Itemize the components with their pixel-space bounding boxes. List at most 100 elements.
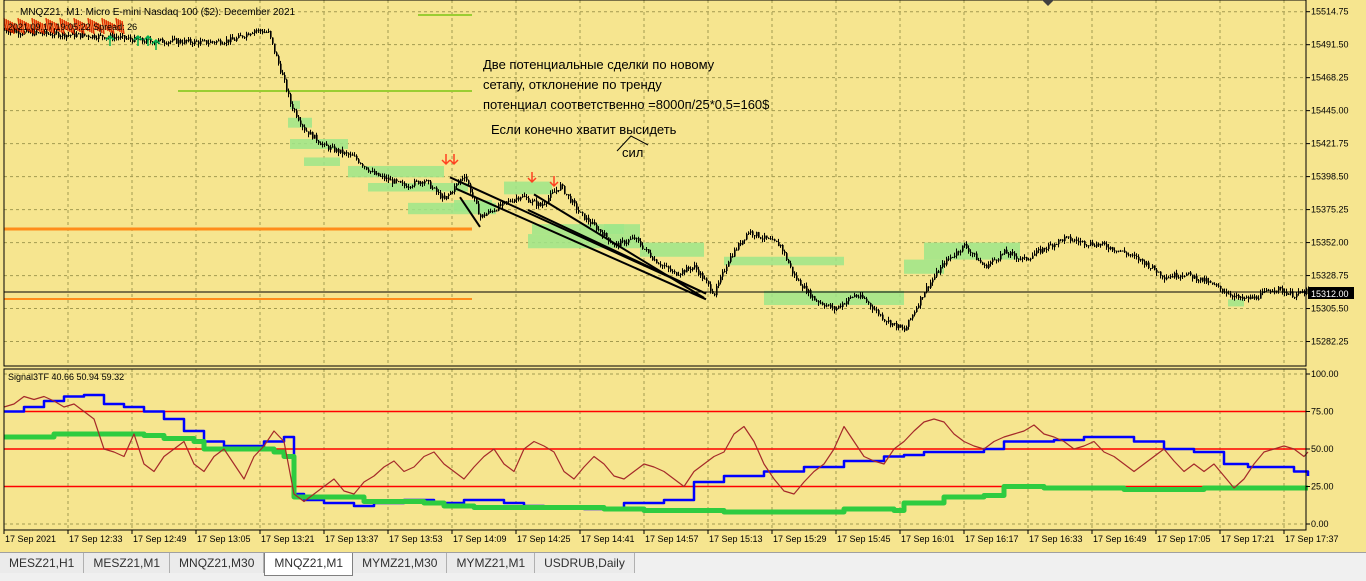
candle-body xyxy=(296,110,298,117)
candle-body xyxy=(1292,291,1294,298)
candle-body xyxy=(672,271,674,273)
candle-body xyxy=(466,176,468,181)
tab-usdrub-daily[interactable]: USDRUB,Daily xyxy=(535,553,635,573)
candle-body xyxy=(606,232,608,238)
signal-marker xyxy=(15,23,19,32)
candle-body xyxy=(148,38,150,40)
signal-marker xyxy=(49,19,53,34)
candle-body xyxy=(854,294,856,297)
candle-body xyxy=(184,39,186,44)
annotation-text: Две потенциальные сделки по новому сетап… xyxy=(483,57,770,160)
signal-marker xyxy=(69,22,73,34)
candle-body xyxy=(202,40,204,42)
candle-body xyxy=(698,269,700,275)
candle-body xyxy=(760,237,762,239)
candle-body xyxy=(1282,288,1284,293)
candle-body xyxy=(1086,245,1088,247)
candle-body xyxy=(574,200,576,204)
level-lines xyxy=(4,14,1306,300)
candle-body xyxy=(370,171,372,173)
x-tick-label: 17 Sep 2021 xyxy=(5,534,56,544)
candle-body xyxy=(1094,245,1096,247)
candle-body xyxy=(232,37,234,40)
trend-lines[interactable] xyxy=(449,176,707,301)
candle-body xyxy=(554,191,556,193)
signal-marker xyxy=(107,20,111,33)
candle-body xyxy=(268,31,270,33)
candle-body xyxy=(1006,249,1008,254)
shift-marker-icon[interactable] xyxy=(1042,0,1054,6)
annotation-line-1: Две потенциальные сделки по новому xyxy=(483,57,715,72)
candle-body xyxy=(442,195,444,199)
candle-body xyxy=(1154,265,1156,270)
candle-body xyxy=(578,209,580,212)
signal-marker xyxy=(39,21,43,34)
candle-body xyxy=(1258,298,1260,300)
candle-body xyxy=(138,39,140,41)
indicator-series-green xyxy=(4,431,1308,515)
tab-mesz21-m1[interactable]: MESZ21,M1 xyxy=(84,553,171,573)
candle-body xyxy=(918,305,920,308)
candle-body xyxy=(1066,236,1068,238)
candle-body xyxy=(756,232,758,237)
candle-body xyxy=(762,238,764,240)
candle-body xyxy=(1288,293,1290,295)
x-tick-label: 17 Sep 14:09 xyxy=(453,534,507,544)
tab-mnqz21-m1[interactable]: MNQZ21,M1 xyxy=(264,553,354,576)
candle-body xyxy=(434,187,436,189)
tab-mesz21-h1[interactable]: MESZ21,H1 xyxy=(0,553,85,573)
candle-body xyxy=(386,177,388,180)
candle-body xyxy=(384,175,386,180)
candle-body xyxy=(700,273,702,275)
candle-body xyxy=(340,149,342,153)
candle-body xyxy=(1090,242,1092,246)
tab-mymz21-m30[interactable]: MYMZ21,M30 xyxy=(353,553,448,573)
tab-mnqz21-m30[interactable]: MNQZ21,M30 xyxy=(170,553,265,573)
candle-body xyxy=(440,192,442,199)
candle-body xyxy=(1062,239,1064,242)
x-tick-label: 17 Sep 13:53 xyxy=(389,534,443,544)
candle-body xyxy=(198,41,200,45)
signal-marker xyxy=(99,23,103,34)
candle-body xyxy=(492,211,494,213)
candle-body xyxy=(1046,248,1048,250)
axes: 17 Sep 2021 17 Sep 12:33 17 Sep 12:49 17 Se… xyxy=(3,0,1349,544)
candle-body xyxy=(234,39,236,41)
tab-mymz21-m1[interactable]: MYMZ21,M1 xyxy=(447,553,536,573)
candle-body xyxy=(982,262,984,265)
candle-body xyxy=(452,191,454,193)
candle-body xyxy=(34,30,36,36)
candle-body xyxy=(4,29,6,31)
annotation-line-2: сетапу, отклонение по тренду xyxy=(483,77,662,92)
candle-body xyxy=(740,243,742,245)
candle-body xyxy=(822,302,824,305)
candle-body xyxy=(72,32,74,35)
candle-body xyxy=(1126,252,1128,255)
candle-body xyxy=(280,63,282,73)
candle-body xyxy=(988,263,990,268)
candle-body xyxy=(1302,290,1304,293)
candle-body xyxy=(364,166,366,168)
candle-body xyxy=(230,37,232,43)
candle-body xyxy=(658,263,660,265)
candle-body xyxy=(534,200,536,202)
candle-body xyxy=(1056,244,1058,246)
candle-body xyxy=(284,74,286,80)
candlestick-series xyxy=(4,27,1310,333)
candle-body xyxy=(792,266,794,274)
candle-body xyxy=(462,178,464,180)
candle-body xyxy=(992,259,994,262)
signal-marker xyxy=(87,17,91,33)
candle-body xyxy=(662,265,664,267)
price-chart[interactable]: 17 Sep 2021 17 Sep 12:33 17 Sep 12:49 17 Se… xyxy=(0,0,1366,552)
candle-body xyxy=(90,37,92,39)
candle-body xyxy=(742,240,744,245)
candle-body xyxy=(432,187,434,189)
candle-body xyxy=(1176,272,1178,278)
candle-body xyxy=(450,191,452,195)
candle-body xyxy=(46,30,48,34)
candle-body xyxy=(902,327,904,329)
signal-marker xyxy=(45,17,49,32)
candle-body xyxy=(1280,286,1282,289)
